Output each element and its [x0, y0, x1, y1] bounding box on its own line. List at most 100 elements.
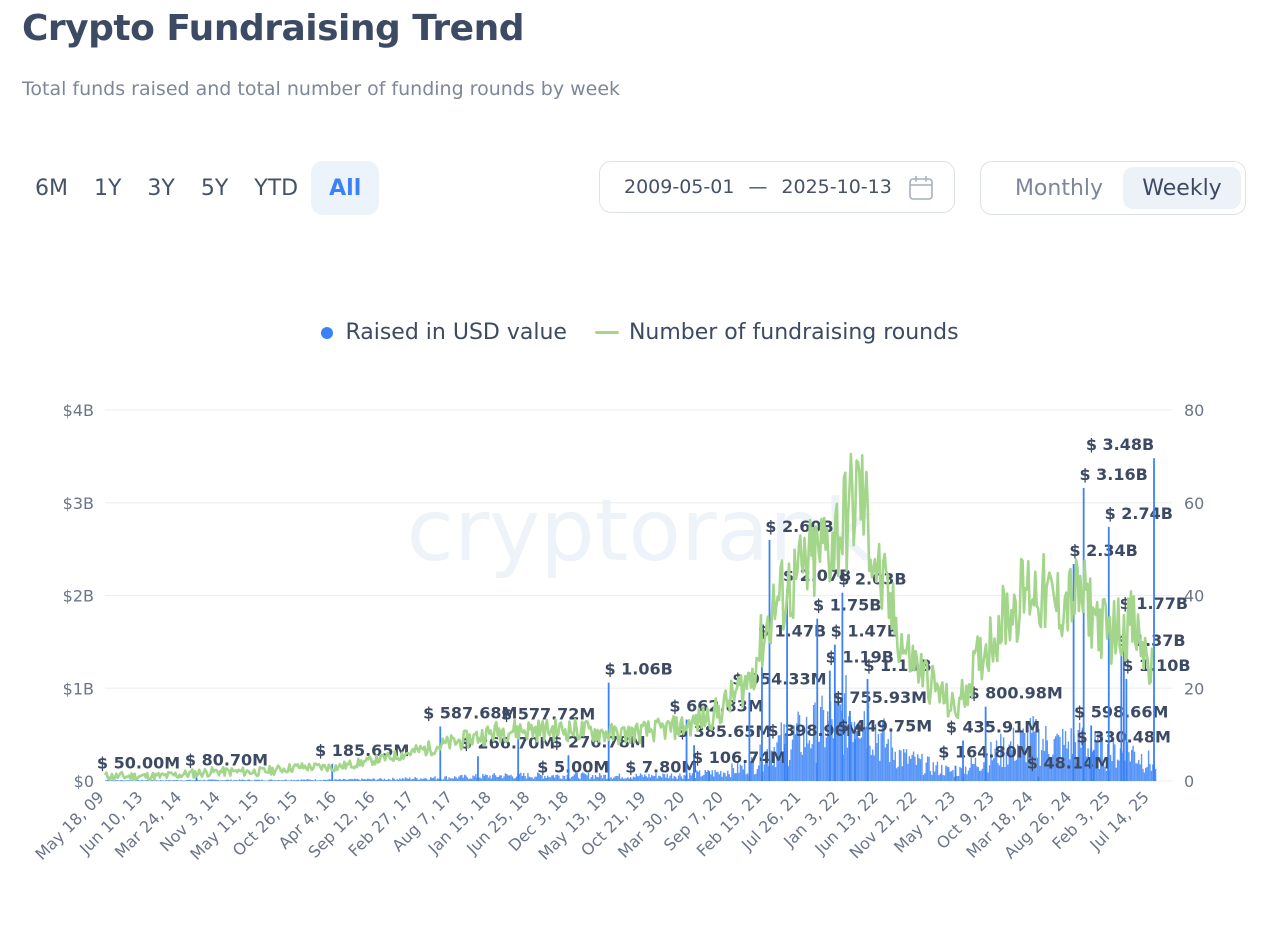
bar [112, 780, 114, 781]
bar-peak [1092, 750, 1095, 781]
bar [204, 780, 207, 782]
bar [890, 729, 892, 781]
bar-data-label: $ 1.75B [813, 596, 881, 615]
bar [356, 778, 359, 781]
bar [230, 779, 232, 781]
date-separator: — [748, 176, 768, 198]
bar [915, 764, 918, 781]
range-all-button[interactable]: All [311, 161, 380, 215]
bar [348, 779, 350, 781]
bar [1004, 766, 1006, 781]
bar [1100, 738, 1102, 781]
bar [442, 779, 445, 781]
bar [622, 778, 625, 781]
range-5y-button[interactable]: 5Y [200, 175, 229, 201]
bar [1138, 760, 1140, 781]
bar [974, 757, 977, 781]
bar [790, 749, 792, 781]
bar [831, 719, 833, 781]
bar [546, 775, 549, 781]
bar [731, 763, 733, 781]
bar [615, 776, 618, 781]
bar [244, 780, 246, 781]
bar [689, 772, 691, 781]
bar-data-label: $ 1.47B [831, 622, 899, 641]
bar [877, 734, 880, 781]
bar [237, 780, 239, 782]
bar [140, 780, 142, 781]
bar [960, 768, 963, 781]
bar [376, 779, 379, 781]
bar [363, 779, 366, 781]
bar [1077, 729, 1079, 781]
period-weekly-button[interactable]: Weekly [1123, 167, 1241, 209]
bar [157, 780, 159, 781]
bar [110, 780, 113, 781]
bar [306, 779, 308, 781]
bar [418, 779, 421, 781]
bar [613, 777, 615, 781]
bar [804, 747, 806, 781]
bar [496, 776, 498, 781]
bar [957, 776, 960, 781]
range-ytd-button[interactable]: YTD [254, 175, 299, 201]
bar [240, 780, 242, 781]
bar [168, 779, 170, 781]
bar [751, 757, 753, 781]
bar-data-label: $ 1.47B [758, 622, 826, 641]
bar [344, 779, 346, 781]
bar [454, 776, 456, 781]
bar [971, 763, 974, 781]
legend-label-raised: Raised in USD value [345, 320, 567, 345]
bar [531, 777, 533, 781]
bar-peak [783, 744, 786, 781]
bar [894, 751, 896, 781]
bar [608, 778, 611, 781]
bar [480, 778, 483, 781]
bar [1014, 760, 1016, 781]
bar [435, 779, 438, 781]
legend-item-raised[interactable]: Raised in USD value [321, 320, 567, 345]
calendar-icon[interactable] [908, 175, 934, 201]
bar [682, 778, 684, 781]
legend-item-rounds[interactable]: Number of fundraising rounds [594, 320, 959, 345]
bar [859, 738, 861, 781]
bar [392, 777, 394, 781]
bar [931, 774, 933, 781]
bar [887, 739, 889, 781]
date-range-picker[interactable]: 2009-05-01 — 2025-10-13 [599, 161, 955, 213]
bar [500, 775, 502, 781]
bar [328, 779, 331, 781]
bar [1017, 744, 1019, 781]
bar [635, 773, 637, 781]
bar [821, 695, 823, 781]
bar [950, 771, 953, 781]
range-1y-button[interactable]: 1Y [93, 175, 122, 201]
legend-label-rounds: Number of fundraising rounds [628, 320, 959, 345]
bar [594, 775, 597, 781]
bar [870, 754, 873, 781]
bar [141, 779, 143, 781]
bar [1001, 767, 1003, 781]
date-from[interactable]: 2009-05-01 [624, 176, 735, 198]
range-3y-button[interactable]: 3Y [147, 175, 175, 201]
bar [525, 778, 528, 781]
date-to[interactable]: 2025-10-13 [781, 176, 892, 198]
bar [159, 779, 162, 781]
bar [257, 779, 259, 781]
bar [1149, 764, 1151, 781]
bar [264, 780, 266, 782]
bar [428, 779, 431, 781]
bar [271, 779, 273, 781]
bar [458, 776, 460, 781]
bar [1019, 729, 1022, 781]
bar [901, 766, 903, 781]
bar [378, 779, 380, 781]
bar [888, 762, 891, 781]
range-6m-button[interactable]: 6M [35, 175, 68, 201]
bar [994, 748, 996, 781]
bar [575, 772, 577, 781]
bar [251, 780, 253, 782]
bar [651, 774, 653, 781]
period-monthly-button[interactable]: Monthly [1014, 175, 1104, 201]
